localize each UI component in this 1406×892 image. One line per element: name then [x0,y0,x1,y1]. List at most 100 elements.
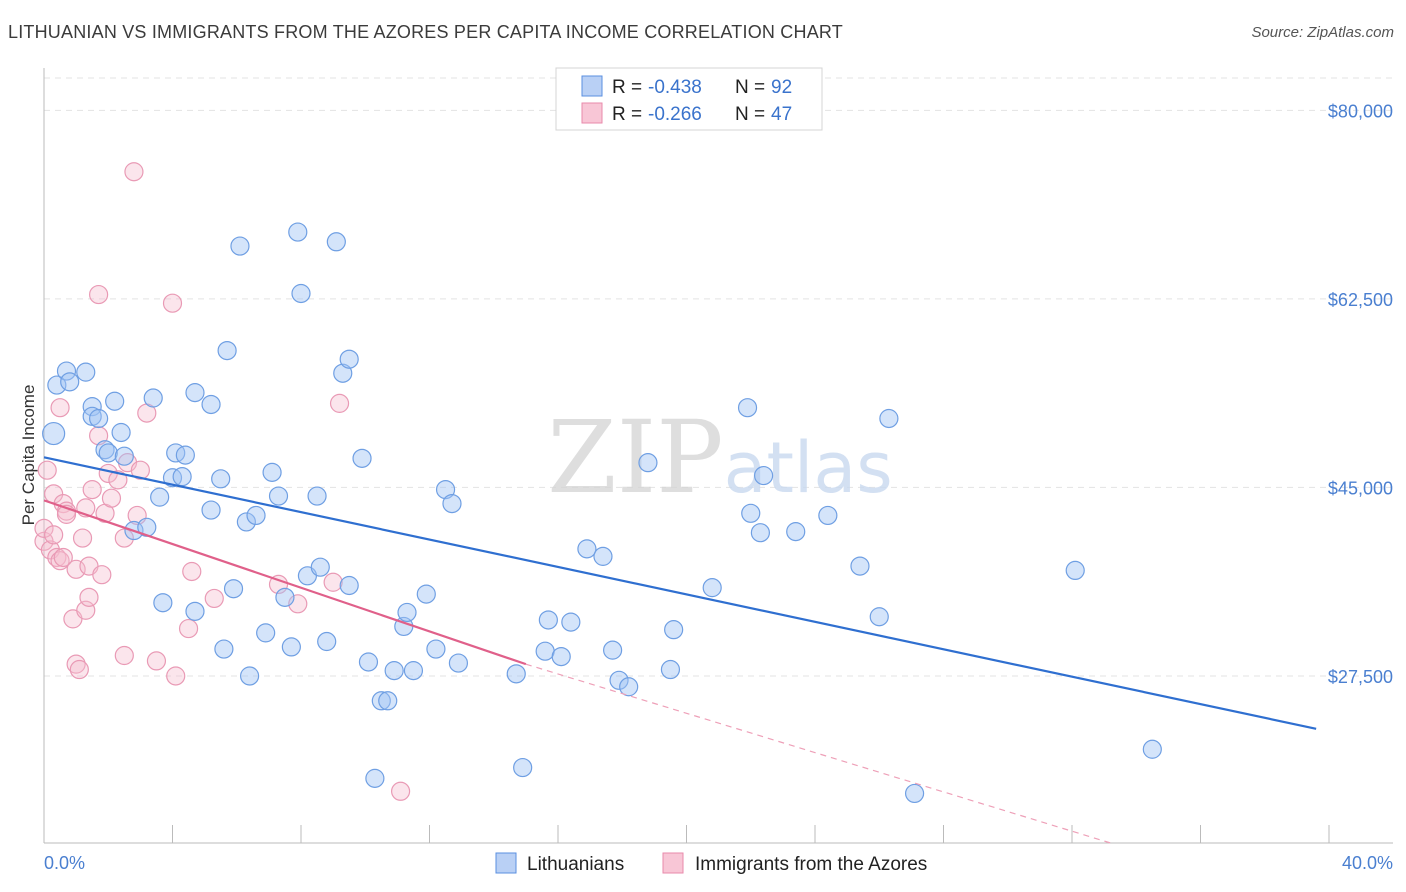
lithuanian-point [741,503,761,523]
azores-swatch [581,102,603,124]
azores-point [89,284,109,305]
lithuanian-point [291,283,311,304]
lithuanian-point [750,523,770,543]
lithuanian-point [737,398,758,418]
y-tick-label: $27,500 [1328,667,1393,687]
lithuanian-point [143,388,163,408]
lithuanian-point [365,768,385,788]
lithuanian-point [753,465,774,486]
azores-point [37,460,57,480]
y-tick-label: $62,500 [1328,290,1393,310]
azores-point [204,588,224,609]
lithuanian-point [403,661,424,681]
lithuanian-point [201,500,221,520]
data-points [34,162,1162,804]
lithuanian-point [1142,739,1162,759]
lithuanian-point [358,652,379,672]
lithuanian-point [619,677,639,697]
n-value-2: 47 [771,104,792,125]
legend-azores-swatch [662,852,684,874]
n-label-1: N = [735,77,765,98]
azores-point [44,525,64,545]
lithuanian-point [42,421,66,446]
azores-point [66,654,86,674]
legend-lithuanians-label: Lithuanians [527,854,624,875]
stats-legend: R = -0.438 N = 92 R = -0.266 N = 47 [555,67,823,131]
watermark: ZIPatlas [547,399,892,516]
lithuanian-point [593,546,613,566]
lithuanian-point [214,639,234,659]
azores-point [390,781,411,801]
lithuanian-point [435,479,456,500]
series-legend: Lithuanians Immigrants from the Azores [495,852,927,875]
lithuanian-point [371,691,391,711]
lithuanian-point [609,670,629,690]
lithuanian-point [230,236,250,256]
lithuanian-point [561,612,581,632]
lithuanian-point [664,620,684,640]
azores-point [50,551,70,571]
lithuanian-point [702,578,722,598]
lithuanian-point [236,512,256,532]
y-tick-label: $80,000 [1328,101,1393,121]
lithuanian-point [442,493,462,514]
lithuanian-point [262,462,282,482]
lithuanian-point [166,443,186,463]
lithuanian-point [288,222,308,242]
lithuanian-point [513,757,533,778]
lithuanian-point [333,363,353,383]
azores-point [101,488,122,508]
azores-trend-line [43,499,527,666]
lithuanian-point [326,232,346,252]
lithuanian-point [577,539,597,559]
lithuanian-point [818,505,838,526]
azores-point [162,293,183,313]
azores-point [146,651,167,671]
lithuanian-point [105,391,125,411]
chart-title: LITHUANIAN VS IMMIGRANTS FROM THE AZORES… [8,22,843,42]
azores-point [329,393,350,413]
lithuanian-point [281,637,301,657]
azores-trend-extension [525,663,1111,844]
lithuanian-trend-line [43,456,1317,730]
azores-point [53,547,73,568]
lithuanian-point [111,422,131,443]
axes [43,68,1393,844]
y-tick-label: $45,000 [1328,478,1393,498]
lithuanian-point [535,641,555,661]
lithuanian-point [397,602,417,623]
lithuanian-point [256,623,276,643]
azores-point [72,528,93,548]
lithuanian-point [339,575,359,596]
azores-point [34,518,54,538]
n-value-1: 92 [771,77,792,98]
trend-lines [43,456,1317,844]
lithuanian-point [551,646,571,667]
r-label-2: R = [612,104,642,125]
lithuanian-point [185,601,205,621]
lithuanian-point [275,587,295,607]
lithuanian-point [268,486,289,506]
azores-point [124,162,144,182]
y-tick-labels: $27,500 $45,000 $62,500 $80,000 [1328,101,1393,687]
lithuanian-point [378,691,398,711]
lithuanian-point [904,783,925,804]
lithuanian-point [240,666,260,686]
chart-source: Source: ZipAtlas.com [1251,24,1394,41]
legend-azores-label: Immigrants from the Azores [695,854,927,875]
lithuanian-point [175,445,195,465]
lithuanian-point [660,659,681,680]
azores-point [114,645,134,666]
azores-point [82,479,102,500]
lithuanian-point [56,361,77,381]
lithuanian-point [638,453,658,473]
lithuanian-point [95,440,115,460]
r-value-2: -0.266 [648,104,702,125]
lithuanian-point [850,556,870,576]
lithuanian-point [150,487,170,507]
azores-point [130,460,150,480]
watermark-atlas: atlas [724,427,893,509]
lithuanian-point [786,522,806,542]
azores-point [178,618,199,639]
